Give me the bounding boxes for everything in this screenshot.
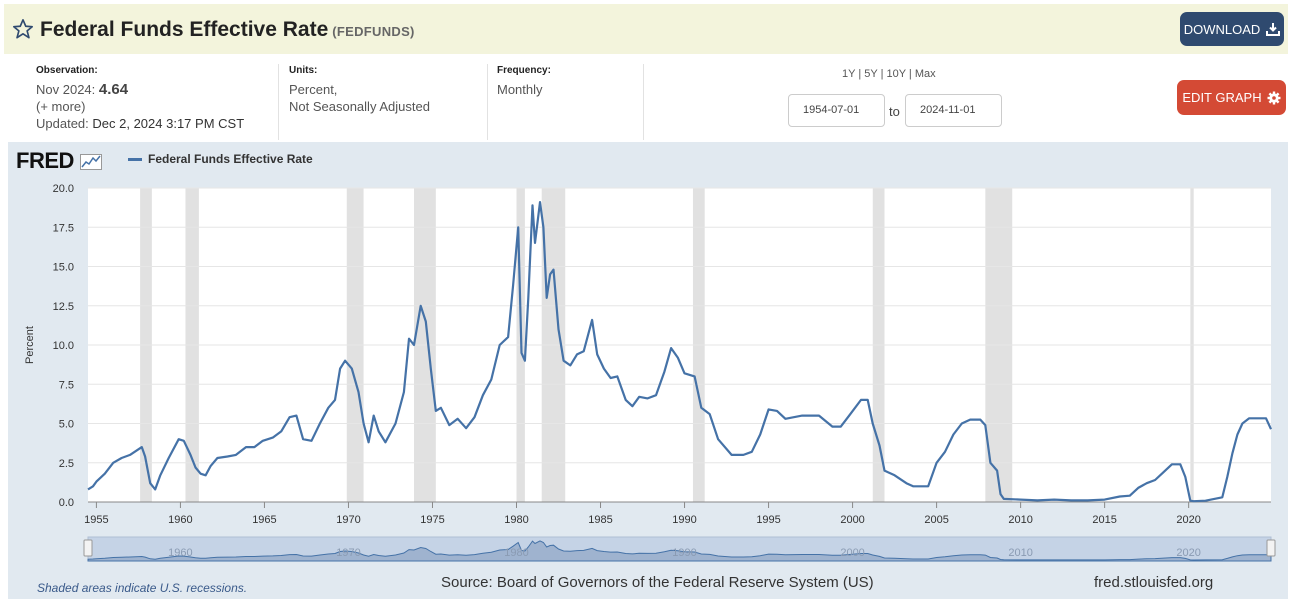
navigator-tick-label: 2000 bbox=[840, 547, 864, 559]
edit-graph-button[interactable]: EDIT GRAPH bbox=[1177, 80, 1286, 115]
y-axis-label: Percent bbox=[24, 326, 36, 364]
end-date-input[interactable]: 2024-11-01 bbox=[905, 94, 1002, 127]
navigator-handle-left[interactable] bbox=[83, 539, 93, 557]
start-date-input[interactable]: 1954-07-01 bbox=[788, 94, 885, 127]
x-tick-label: 2020 bbox=[1176, 514, 1200, 526]
y-tick-label: 2.5 bbox=[59, 458, 74, 470]
divider bbox=[643, 64, 644, 140]
observation-period: Nov 2024: bbox=[36, 82, 96, 97]
frequency-label: Frequency: bbox=[497, 65, 551, 76]
navigator-tick-label: 1980 bbox=[504, 547, 528, 559]
x-tick-label: 1980 bbox=[504, 514, 528, 526]
x-tick-label: 1985 bbox=[588, 514, 612, 526]
navigator-series bbox=[87, 540, 1272, 562]
updated-value: Dec 2, 2024 3:17 PM CST bbox=[92, 116, 245, 131]
x-tick-label: 1995 bbox=[756, 514, 780, 526]
y-tick-label: 0.0 bbox=[59, 497, 74, 509]
series-line bbox=[87, 201, 1272, 503]
legend-swatch bbox=[128, 157, 142, 161]
edit-graph-label: EDIT GRAPH bbox=[1182, 90, 1262, 105]
navigator-tick-label: 1990 bbox=[672, 547, 696, 559]
star-icon[interactable] bbox=[12, 18, 34, 40]
recession-note: Shaded areas indicate U.S. recessions. bbox=[37, 581, 248, 595]
x-tick-label: 1960 bbox=[168, 514, 192, 526]
site-url[interactable]: fred.stlouisfed.org bbox=[1094, 574, 1214, 591]
x-tick-label: 2000 bbox=[840, 514, 864, 526]
x-tick-label: 1955 bbox=[84, 514, 108, 526]
updated-label: Updated: bbox=[36, 116, 89, 131]
y-tick-label: 12.5 bbox=[53, 301, 74, 313]
range-10y[interactable]: 10Y bbox=[886, 68, 906, 80]
download-button[interactable]: DOWNLOAD bbox=[1180, 12, 1284, 46]
observation-value: 4.64 bbox=[98, 81, 129, 98]
navigator-tick-label: 1960 bbox=[168, 547, 192, 559]
y-tick-label: 10.0 bbox=[53, 340, 74, 352]
observation-label: Observation: bbox=[36, 65, 98, 76]
frequency-value: Monthly bbox=[497, 82, 543, 97]
y-tick-label: 15.0 bbox=[53, 262, 74, 274]
download-label: DOWNLOAD bbox=[1183, 21, 1261, 37]
frequency-block: Frequency: Monthly bbox=[497, 62, 551, 98]
series-code: (FEDFUNDS) bbox=[332, 24, 415, 39]
navigator-tick-label: 1970 bbox=[336, 547, 360, 559]
units-line2: Not Seasonally Adjusted bbox=[289, 99, 430, 114]
units-line1: Percent, bbox=[289, 82, 338, 97]
x-tick-label: 1965 bbox=[252, 514, 276, 526]
range-max[interactable]: Max bbox=[914, 68, 936, 80]
x-tick-label: 2005 bbox=[924, 514, 948, 526]
page-title: Federal Funds Effective Rate (FEDFUNDS) bbox=[40, 18, 415, 42]
fred-logo-text: FRED bbox=[16, 148, 74, 173]
gear-icon bbox=[1267, 91, 1281, 104]
series-title: Federal Funds Effective Rate bbox=[40, 18, 329, 41]
download-icon bbox=[1266, 23, 1281, 36]
range-5y[interactable]: 5Y bbox=[864, 68, 878, 80]
range-presets: 1Y | 5Y | 10Y | Max bbox=[842, 68, 936, 80]
to-label: to bbox=[889, 104, 900, 119]
divider bbox=[487, 64, 488, 140]
units-block: Units: Percent, Not Seasonally Adjusted bbox=[289, 62, 430, 115]
title-bar: Federal Funds Effective Rate (FEDFUNDS) D… bbox=[4, 4, 1288, 54]
x-tick-label: 2015 bbox=[1092, 514, 1116, 526]
y-tick-label: 5.0 bbox=[59, 419, 74, 431]
y-tick-label: 7.5 bbox=[59, 379, 74, 391]
x-tick-label: 1975 bbox=[420, 514, 444, 526]
source-text: Source: Board of Governors of the Federa… bbox=[441, 574, 874, 591]
navigator-tick-label: 2020 bbox=[1176, 547, 1200, 559]
range-1y[interactable]: 1Y bbox=[842, 68, 856, 80]
legend: Federal Funds Effective Rate bbox=[128, 152, 313, 166]
legend-label: Federal Funds Effective Rate bbox=[148, 152, 313, 166]
mini-graph-icon bbox=[79, 154, 102, 171]
navigator-handle-right[interactable] bbox=[1266, 539, 1276, 557]
divider bbox=[278, 64, 279, 140]
units-label: Units: bbox=[289, 65, 318, 76]
observation-block: Observation: Nov 2024: 4.64 (+ more) Upd… bbox=[36, 62, 244, 132]
x-tick-label: 2010 bbox=[1008, 514, 1032, 526]
y-tick-label: 20.0 bbox=[53, 183, 74, 195]
y-tick-label: 17.5 bbox=[53, 222, 74, 234]
more-link[interactable]: (+ more) bbox=[36, 99, 86, 114]
x-tick-label: 1990 bbox=[672, 514, 696, 526]
x-tick-label: 1970 bbox=[336, 514, 360, 526]
fred-logo: FRED bbox=[16, 148, 102, 174]
navigator-tick-label: 2010 bbox=[1008, 547, 1032, 559]
